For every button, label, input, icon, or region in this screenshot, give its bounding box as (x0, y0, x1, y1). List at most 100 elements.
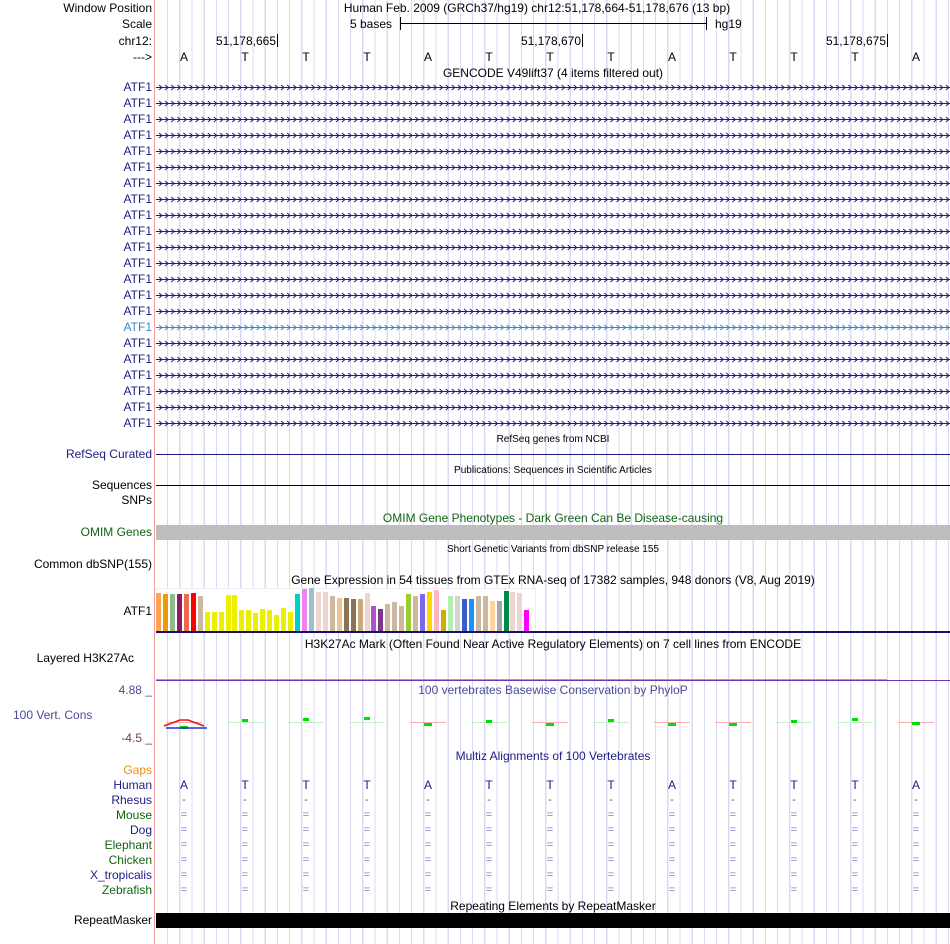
species-label[interactable]: Chicken (108, 853, 152, 867)
species-label[interactable]: X_tropicalis (89, 868, 152, 882)
gene-model[interactable] (156, 419, 950, 428)
repeatmasker-bar[interactable] (156, 913, 950, 928)
gtex-bar[interactable] (336, 598, 342, 631)
publications-line[interactable] (156, 485, 950, 486)
gene-label[interactable]: ATF1 (123, 96, 152, 110)
species-label[interactable]: Mouse (115, 808, 152, 822)
gene-label[interactable]: ATF1 (123, 240, 152, 254)
gtex-bar[interactable] (482, 596, 488, 631)
gene-model[interactable] (156, 99, 950, 108)
gtex-bar[interactable] (176, 594, 182, 631)
gene-model[interactable] (156, 259, 950, 268)
publications-label[interactable]: Sequences (91, 478, 152, 492)
gtex-bar[interactable] (322, 592, 328, 631)
gtex-bar[interactable] (260, 609, 266, 631)
gtex-bar[interactable] (475, 596, 481, 631)
gene-label[interactable]: ATF1 (123, 352, 152, 366)
gene-model[interactable] (156, 371, 950, 380)
gtex-bar[interactable] (496, 601, 502, 631)
gtex-bar[interactable] (503, 591, 509, 631)
gene-label[interactable]: ATF1 (123, 272, 152, 286)
gtex-bar[interactable] (378, 609, 384, 631)
gtex-bar[interactable] (295, 594, 300, 631)
repeatmasker-label[interactable]: RepeatMasker (73, 913, 152, 927)
gtex-bar[interactable] (427, 592, 433, 631)
gtex-bar[interactable] (343, 598, 349, 631)
gene-label[interactable]: ATF1 (123, 256, 152, 270)
gtex-bar[interactable] (392, 602, 398, 631)
gene-label[interactable]: ATF1 (123, 336, 152, 350)
gene-label[interactable]: ATF1 (123, 384, 152, 398)
gene-model[interactable] (156, 339, 950, 348)
gtex-bar[interactable] (440, 610, 446, 631)
gtex-bar[interactable] (190, 593, 196, 631)
gene-label[interactable]: ATF1 (123, 368, 152, 382)
gtex-bar[interactable] (253, 613, 259, 631)
gtex-bar[interactable] (169, 594, 175, 631)
gtex-bar[interactable] (489, 601, 495, 631)
gtex-bar[interactable] (232, 595, 238, 631)
gtex-bar[interactable] (420, 594, 426, 631)
gene-model[interactable] (156, 115, 950, 124)
gtex-bar[interactable] (413, 596, 419, 631)
gtex-bar[interactable] (468, 599, 474, 631)
gtex-bar[interactable] (246, 610, 252, 631)
gtex-bar[interactable] (315, 592, 321, 631)
gene-model[interactable] (156, 179, 950, 188)
gtex-bar[interactable] (301, 589, 307, 631)
gene-label[interactable]: ATF1 (123, 304, 152, 318)
gene-model[interactable] (156, 227, 950, 236)
gene-label[interactable]: ATF1 (123, 176, 152, 190)
gtex-bar[interactable] (385, 604, 391, 631)
gene-label[interactable]: ATF1 (123, 80, 152, 94)
gtex-bar[interactable] (183, 594, 189, 631)
gtex-bar[interactable] (524, 610, 530, 631)
gtex-bar[interactable] (218, 612, 224, 631)
h3k27ac-label[interactable]: Layered H3K27Ac (36, 651, 134, 665)
dbsnp-label[interactable]: Common dbSNP(155) (33, 557, 152, 571)
gtex-bar[interactable] (288, 612, 294, 631)
gene-label[interactable]: ATF1 (123, 112, 152, 126)
gene-model[interactable] (156, 211, 950, 220)
gene-model[interactable] (156, 163, 950, 172)
gene-label[interactable]: ATF1 (123, 160, 152, 174)
multiz-gaps-label[interactable]: Gaps (123, 763, 152, 777)
snps-label[interactable]: SNPs (121, 493, 152, 507)
gtex-bar[interactable] (434, 590, 439, 631)
refseq-label[interactable]: RefSeq Curated (65, 447, 152, 461)
gene-model[interactable] (156, 131, 950, 140)
gtex-bar[interactable] (197, 596, 203, 631)
gene-label[interactable]: ATF1 (123, 224, 152, 238)
omim-bar[interactable] (156, 525, 950, 540)
species-label[interactable]: Dog (129, 823, 152, 837)
species-label[interactable]: Human (113, 778, 152, 792)
gtex-bar[interactable] (211, 612, 217, 631)
gtex-bar[interactable] (371, 606, 377, 631)
gene-model[interactable] (156, 355, 950, 364)
gtex-label[interactable]: ATF1 (123, 604, 152, 618)
species-label[interactable]: Rhesus (111, 793, 152, 807)
gene-label[interactable]: ATF1 (123, 208, 152, 222)
gene-label[interactable]: ATF1 (123, 288, 152, 302)
gtex-bar[interactable] (510, 592, 516, 631)
gtex-bar[interactable] (267, 610, 273, 631)
gtex-bar[interactable] (350, 599, 356, 631)
gtex-bar[interactable] (156, 593, 161, 631)
gene-model[interactable] (156, 291, 950, 300)
gene-model[interactable] (156, 387, 950, 396)
gtex-bar[interactable] (225, 595, 231, 631)
gene-label[interactable]: ATF1 (123, 192, 152, 206)
gtex-bar[interactable] (454, 596, 460, 631)
gtex-bar[interactable] (204, 612, 210, 631)
gene-label[interactable]: ATF1 (123, 416, 152, 430)
species-label[interactable]: Zebrafish (101, 883, 152, 897)
gene-model[interactable] (156, 323, 950, 332)
gtex-bar[interactable] (399, 606, 405, 631)
species-label[interactable]: Elephant (104, 838, 152, 852)
gene-model[interactable] (156, 275, 950, 284)
gtex-bar[interactable] (517, 593, 523, 631)
refseq-line[interactable] (156, 454, 950, 455)
gtex-bar[interactable] (364, 593, 370, 631)
gene-model[interactable] (156, 403, 950, 412)
gtex-bar[interactable] (447, 596, 453, 631)
